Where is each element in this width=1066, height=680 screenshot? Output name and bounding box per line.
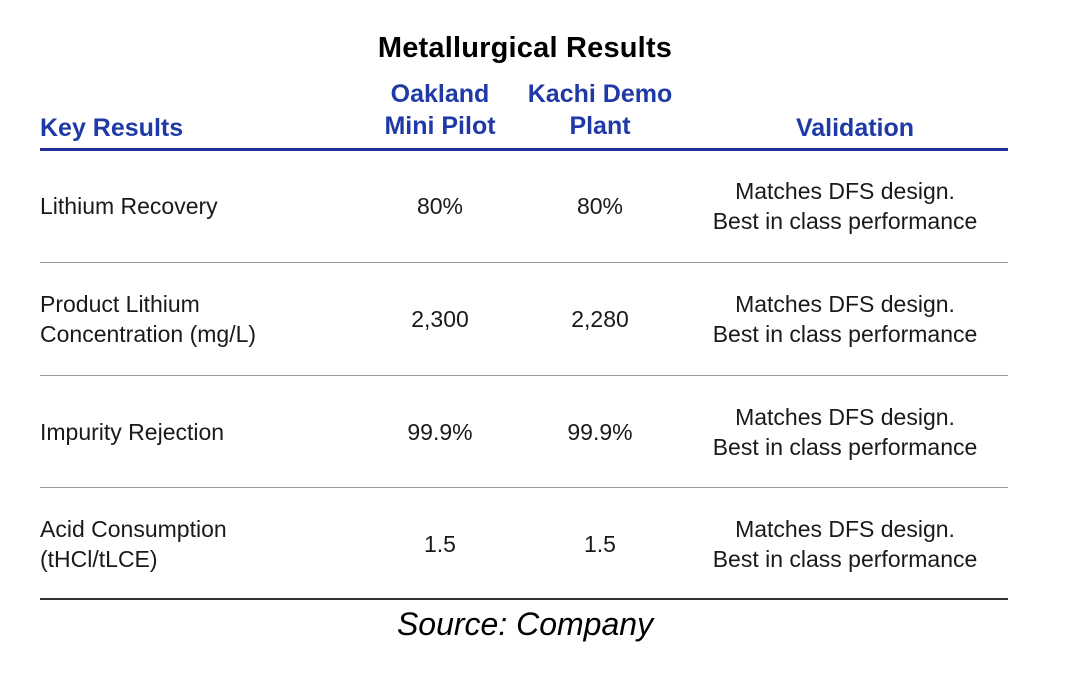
row-divider: [40, 262, 1008, 263]
row-label: Lithium Recovery: [40, 150, 360, 262]
header-oakland-mini-pilot: Oakland Mini Pilot: [370, 78, 510, 142]
header-key-results: Key Results: [40, 114, 184, 142]
oakland-value: 2,300: [411, 306, 469, 332]
oakland-value: 80%: [416, 193, 464, 219]
kachi-value: 99.9%: [567, 419, 633, 445]
row-label-line1: Lithium Recovery: [40, 193, 218, 219]
row-divider: [40, 375, 1008, 376]
header-validation: Validation: [795, 114, 915, 142]
header-rule: [40, 148, 1008, 151]
validation-line1: Matches DFS design.: [735, 516, 955, 542]
table-row: Impurity Rejection 99.9% 99.9% Matches D…: [40, 376, 1008, 488]
header-oakland-line2: Mini Pilot: [384, 112, 496, 140]
oakland-value: 99.9%: [407, 419, 473, 445]
row-divider: [40, 487, 1008, 488]
validation-line2: Best in class performance: [712, 208, 978, 234]
validation-text: Matches DFS design. Best in class perfor…: [690, 376, 1000, 488]
validation-line1: Matches DFS design.: [735, 291, 955, 317]
header-kachi-line2: Plant: [569, 112, 631, 140]
kachi-value: 2,280: [571, 306, 629, 332]
validation-line1: Matches DFS design.: [735, 178, 955, 204]
header-kachi-demo-plant: Kachi Demo Plant: [520, 78, 680, 142]
validation-line2: Best in class performance: [712, 546, 978, 572]
row-label: Product Lithium Concentration (mg/L): [40, 263, 360, 375]
validation-line1: Matches DFS design.: [735, 404, 955, 430]
row-label: Impurity Rejection: [40, 376, 360, 488]
row-label-line2: (tHCl/tLCE): [40, 546, 158, 572]
table-bottom-rule: [40, 598, 1008, 600]
validation-line2: Best in class performance: [712, 434, 978, 460]
kachi-value: 1.5: [584, 531, 616, 557]
row-label-line2: Concentration (mg/L): [40, 321, 257, 347]
table-row: Acid Consumption (tHCl/tLCE) 1.5 1.5 Mat…: [40, 488, 1008, 600]
row-label-line1: Acid Consumption: [40, 516, 227, 542]
source-note: Source: Company: [396, 606, 654, 642]
table-row: Product Lithium Concentration (mg/L) 2,3…: [40, 263, 1008, 375]
header-oakland-line1: Oakland: [390, 80, 490, 108]
validation-text: Matches DFS design. Best in class perfor…: [690, 150, 1000, 262]
validation-text: Matches DFS design. Best in class perfor…: [690, 488, 1000, 600]
row-label-line1: Impurity Rejection: [40, 419, 225, 445]
row-label: Acid Consumption (tHCl/tLCE): [40, 488, 360, 600]
validation-text: Matches DFS design. Best in class perfor…: [690, 263, 1000, 375]
table-row: Lithium Recovery 80% 80% Matches DFS des…: [40, 150, 1008, 262]
kachi-value: 80%: [576, 193, 624, 219]
oakland-value: 1.5: [424, 531, 456, 557]
table-title: Metallurgical Results: [377, 32, 673, 64]
validation-line2: Best in class performance: [712, 321, 978, 347]
header-kachi-line1: Kachi Demo: [527, 80, 673, 108]
row-label-line1: Product Lithium: [40, 291, 200, 317]
